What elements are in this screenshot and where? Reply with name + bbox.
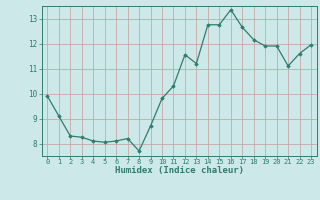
X-axis label: Humidex (Indice chaleur): Humidex (Indice chaleur): [115, 166, 244, 175]
